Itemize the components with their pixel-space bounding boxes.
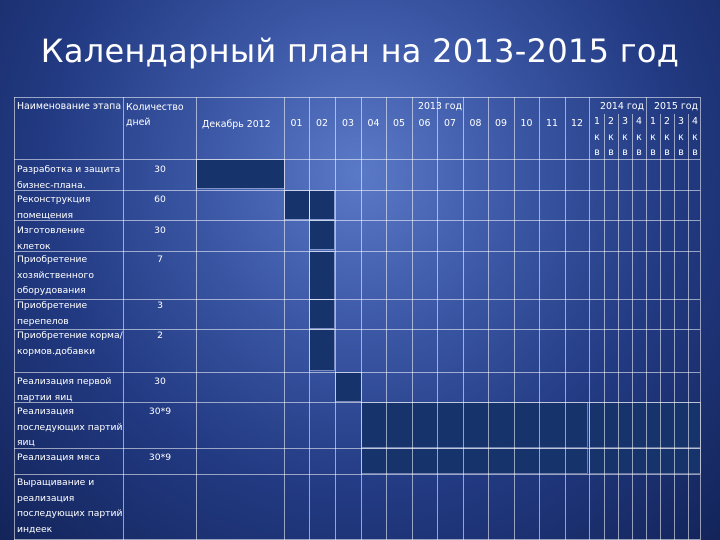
row-label-next-eggs: Реализация последующих партий яиц xyxy=(17,406,123,448)
header-quarter-2014-4: 4 к в xyxy=(631,114,647,160)
row-days-first-eggs: 30 xyxy=(154,376,166,387)
header-quarter-2014-3: 3 к в xyxy=(617,114,633,160)
row-days-equipment: 7 xyxy=(157,254,163,265)
header-month-11: 11 xyxy=(546,118,558,129)
quarter-number: 1 xyxy=(650,116,656,127)
quarter-number: 1 xyxy=(594,116,600,127)
row-label-business-plan: Разработка и защита бизнес-плана. xyxy=(17,164,121,191)
row-days-reconstruction: 60 xyxy=(154,194,166,205)
header-month-7: 07 xyxy=(444,118,456,129)
row-label-first-eggs: Реализация первой партии яиц xyxy=(17,376,112,403)
bar-row5-m02 xyxy=(309,299,335,329)
quarter-abbrev: к в xyxy=(692,131,698,158)
bar-row2-m02 xyxy=(309,190,335,220)
quarter-abbrev: к в xyxy=(664,131,670,158)
page-title: Календарный план на 2013-2015 год xyxy=(40,32,680,70)
row-days-business-plan: 30 xyxy=(154,164,166,175)
quarter-abbrev: к в xyxy=(608,131,614,158)
header-month-5: 05 xyxy=(393,118,405,129)
header-stage-name: Наименование этапа xyxy=(17,101,122,112)
bar-row8-m04-m12 xyxy=(361,402,588,448)
quarter-abbrev: к в xyxy=(678,131,684,158)
bar-row6-m02 xyxy=(309,329,335,371)
row-days-meat: 30*9 xyxy=(148,452,172,463)
bar-row9-m04-m12 xyxy=(361,448,588,474)
quarter-number: 4 xyxy=(636,116,642,127)
quarter-abbrev: к в xyxy=(594,131,600,158)
header-year-2015: 2015 год xyxy=(654,101,698,112)
row-label-meat: Реализация мяса xyxy=(17,452,100,463)
quarter-number: 3 xyxy=(622,116,628,127)
row-label-equipment: Приобретение хозяйственного оборудования xyxy=(17,254,94,296)
row-label-reconstruction: Реконструкция помещения xyxy=(17,194,91,221)
quarter-number: 4 xyxy=(692,116,698,127)
row-days-quails: 3 xyxy=(157,300,163,311)
header-month-12: 12 xyxy=(571,118,583,129)
bar-row3-m02 xyxy=(309,220,335,250)
header-month-2: 02 xyxy=(316,118,328,129)
quarter-number: 2 xyxy=(608,116,614,127)
header-quarter-2015-2: 2 к в xyxy=(659,114,675,160)
bar-row2-m01 xyxy=(284,190,310,220)
quarter-number: 3 xyxy=(678,116,684,127)
header-december-2012: Декабрь 2012 xyxy=(202,119,271,130)
bar-row9-2014-2015 xyxy=(589,448,701,474)
header-month-4: 04 xyxy=(367,118,380,129)
header-month-8: 08 xyxy=(469,118,482,129)
header-quarter-2015-3: 3 к в xyxy=(673,114,689,160)
bar-row8-2014-2015 xyxy=(589,402,701,448)
header-quarter-2014-1: 1 к в xyxy=(589,114,605,160)
header-year-2014: 2014 год xyxy=(600,101,644,112)
header-days-count: Количество дней xyxy=(126,102,184,128)
quarter-abbrev: к в xyxy=(622,131,628,158)
quarter-abbrev: к в xyxy=(650,131,656,158)
header-year-2013: 2013 год xyxy=(418,101,462,112)
quarter-number: 2 xyxy=(664,116,670,127)
header-month-3: 03 xyxy=(342,118,354,129)
row-label-feed: Приобретение корма/кормов.добавки xyxy=(17,330,123,357)
header-month-6: 06 xyxy=(418,118,431,129)
bar-row7-m03 xyxy=(335,372,362,402)
bar-row4-m02 xyxy=(309,251,335,300)
header-quarter-2014-2: 2 к в xyxy=(603,114,619,160)
header-month-1: 01 xyxy=(290,118,303,129)
row-days-cages: 30 xyxy=(154,225,166,236)
header-month-9: 09 xyxy=(495,118,507,129)
calendar-plan-table: Наименование этапа Количество дней Декаб… xyxy=(14,97,703,540)
header-quarter-2015-1: 1 к в xyxy=(645,114,661,160)
row-label-quails: Приобретение перепелов xyxy=(17,300,88,327)
row-days-feed: 2 xyxy=(157,330,163,341)
row-days-next-eggs: 30*9 xyxy=(148,406,172,417)
header-quarter-2015-4: 4 к в xyxy=(687,114,703,160)
bar-row1-dec2012 xyxy=(196,159,285,189)
quarter-abbrev: к в xyxy=(636,131,642,158)
row-label-cages: Изготовление клеток xyxy=(17,225,85,252)
header-month-10: 10 xyxy=(520,118,533,129)
row-label-turkeys: Выращивание и реализация последующих пар… xyxy=(17,477,123,535)
